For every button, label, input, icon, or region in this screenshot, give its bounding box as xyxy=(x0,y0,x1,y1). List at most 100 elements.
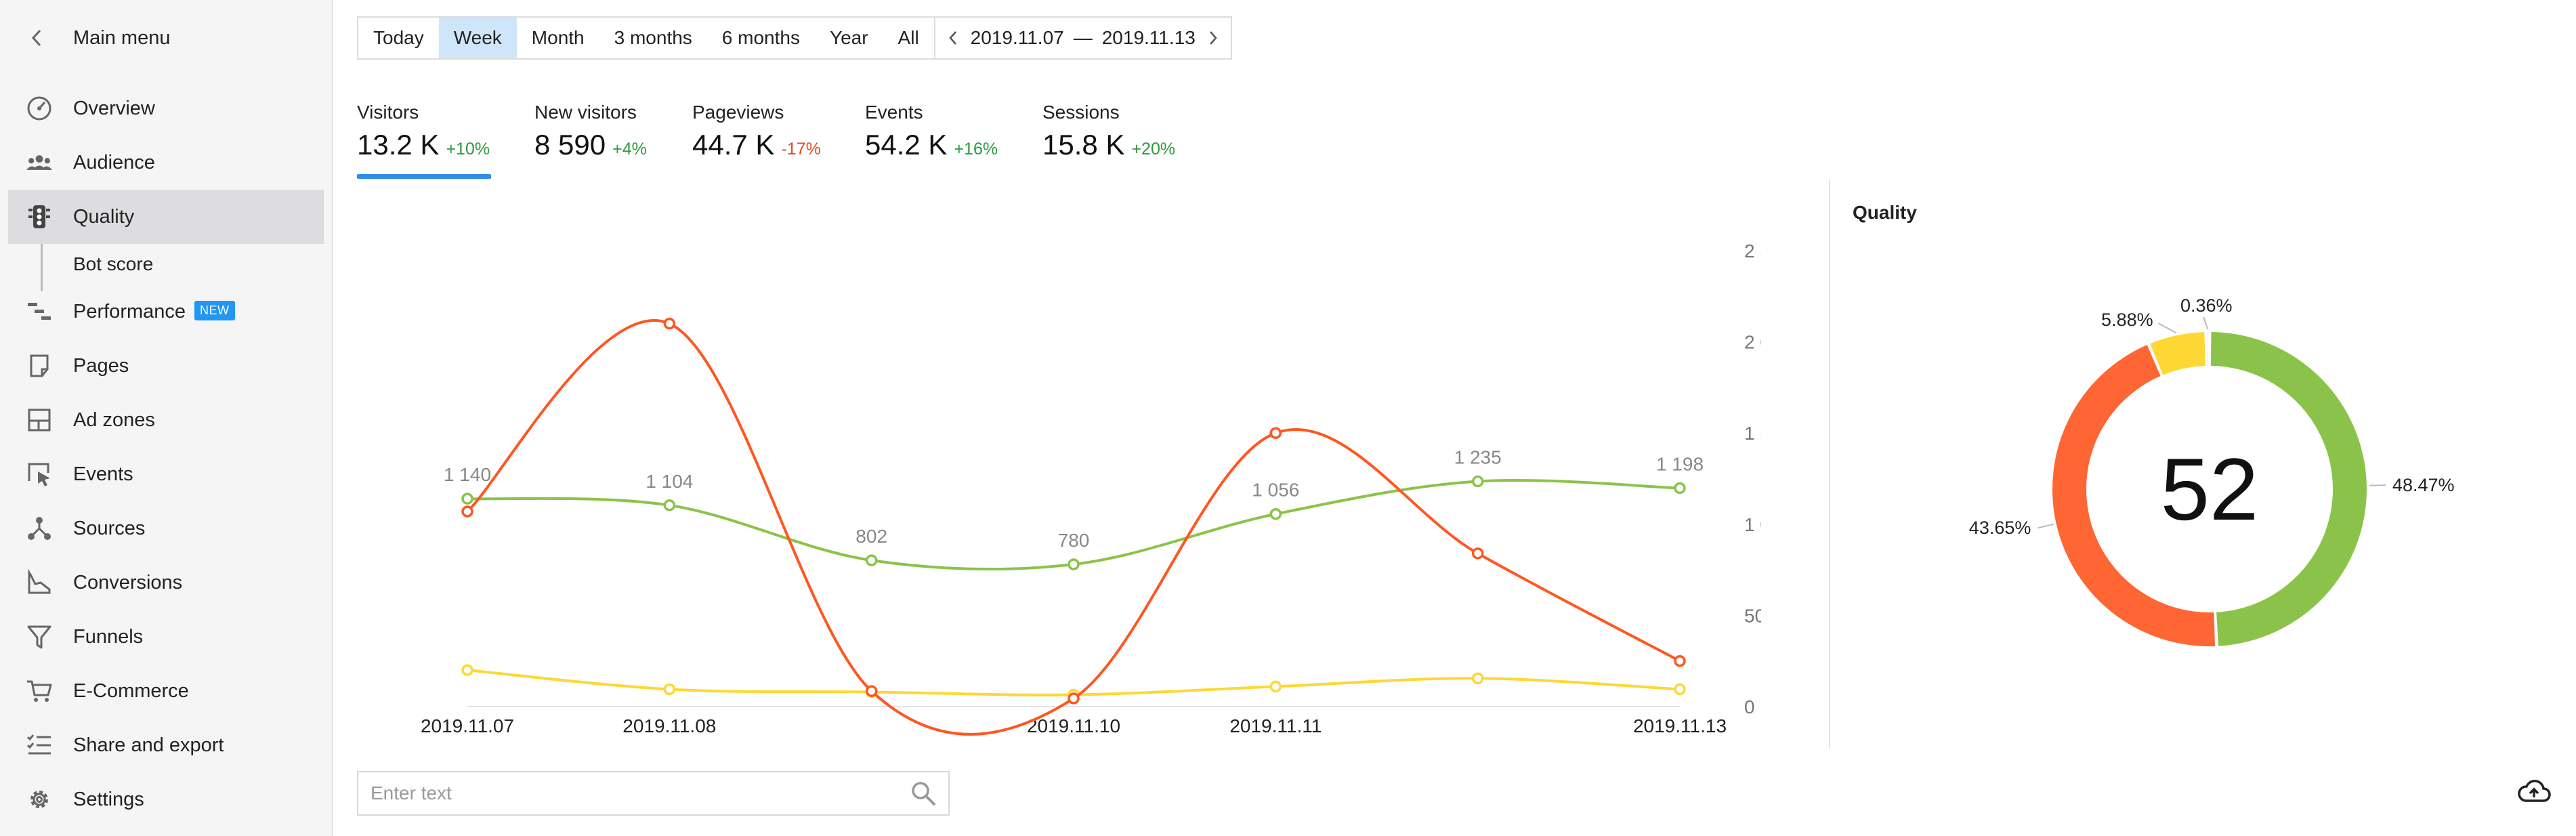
sidebar-item-settings[interactable]: Settings xyxy=(8,772,324,827)
metric-name: Events xyxy=(865,102,923,123)
leader-line xyxy=(2158,322,2177,334)
funnel-icon xyxy=(26,623,53,650)
sidebar-item-quality[interactable]: Quality xyxy=(8,190,324,244)
data-point xyxy=(1674,482,1686,495)
cloud-upload-icon[interactable] xyxy=(2516,778,2552,805)
sidebar-item-funnels[interactable]: Funnels xyxy=(8,610,324,664)
page-icon xyxy=(26,352,53,379)
y-tick-label: 500 xyxy=(1744,605,1761,626)
metric-value: 13.2 K xyxy=(357,129,440,161)
data-label: 1 140 xyxy=(444,464,491,485)
sidebar-item-label: Funnels xyxy=(73,625,144,648)
data-point xyxy=(865,554,878,566)
panel-divider xyxy=(1829,180,1830,749)
chevron-left-icon[interactable] xyxy=(945,30,961,46)
sidebar-item-label: Conversions xyxy=(73,571,183,593)
data-label: 1 235 xyxy=(1454,447,1502,468)
quality-score: 52 xyxy=(2161,440,2259,539)
search-input[interactable] xyxy=(358,772,906,814)
data-point xyxy=(1674,683,1686,696)
y-tick-label: 2 500 xyxy=(1744,241,1761,262)
sidebar-item-pages[interactable]: Pages xyxy=(8,339,324,393)
metric-delta: +16% xyxy=(954,140,998,159)
period-year-button[interactable]: Year xyxy=(829,27,868,48)
donut-slice xyxy=(2052,345,2216,646)
data-label: 1 104 xyxy=(646,471,693,492)
sidebar-item-ecommerce[interactable]: E-Commerce xyxy=(8,664,324,718)
data-point xyxy=(1068,558,1080,570)
metric-value: 44.7 K xyxy=(692,129,775,161)
sidebar-item-ad-zones[interactable]: Ad zones xyxy=(8,393,324,447)
sidebar-item-share-export[interactable]: Share and export xyxy=(8,718,324,772)
metric-name: Pageviews xyxy=(692,102,784,123)
y-tick-label: 1 500 xyxy=(1744,423,1761,444)
date-from[interactable]: 2019.11.07 xyxy=(970,27,1064,48)
x-tick-label: 2019.11.10 xyxy=(1027,715,1120,736)
sidebar-item-label: Events xyxy=(73,463,133,485)
quality-title: Quality xyxy=(1853,202,1917,223)
period-all-button[interactable]: All xyxy=(898,27,919,48)
period-week-button[interactable]: Week xyxy=(438,18,517,58)
sidebar-item-audience[interactable]: Audience xyxy=(8,135,324,190)
period-month-button[interactable]: Month xyxy=(531,27,585,48)
metric-new-visitors[interactable]: New visitors 8 590 +4% xyxy=(534,102,647,161)
sidebar-item-label: Pages xyxy=(73,354,129,377)
sidebar-item-label: Ad zones xyxy=(73,409,155,431)
data-point xyxy=(663,683,676,696)
search-icon[interactable] xyxy=(906,776,940,810)
sidebar-item-sources[interactable]: Sources xyxy=(8,501,324,556)
data-point xyxy=(663,317,676,330)
metric-delta: +10% xyxy=(446,140,490,159)
sidebar-item-overview[interactable]: Overview xyxy=(8,81,324,135)
conversion-icon xyxy=(26,569,53,596)
y-tick-label: 1 000 xyxy=(1744,514,1761,535)
period-3-months-button[interactable]: 3 months xyxy=(614,27,692,48)
period-6-months-button[interactable]: 6 months xyxy=(721,27,800,48)
quality-donut-chart: 48.47% 43.65% 5.88% 0.36% 52 xyxy=(1969,295,2455,646)
chevron-right-icon[interactable] xyxy=(1205,30,1221,46)
layout-icon xyxy=(26,406,53,434)
sidebar-subitem-bot-score[interactable]: Bot score xyxy=(8,244,324,291)
period-today-button[interactable]: Today xyxy=(373,27,424,48)
sidebar-subitem-label: Bot score xyxy=(73,253,154,274)
y-tick-label: 2 000 xyxy=(1744,332,1761,353)
y-tick-label: 0 xyxy=(1744,696,1755,717)
metric-value: 54.2 K xyxy=(865,129,948,161)
metric-sessions[interactable]: Sessions 15.8 K +20% xyxy=(1042,102,1175,161)
sidebar-item-conversions[interactable]: Conversions xyxy=(8,556,324,610)
leader-line xyxy=(2037,523,2054,529)
x-tick-label: 2019.11.11 xyxy=(1229,715,1322,736)
chevron-left-icon xyxy=(27,28,46,47)
metric-events[interactable]: Events 54.2 K +16% xyxy=(865,102,998,161)
series-line xyxy=(467,478,1681,571)
data-point xyxy=(663,499,676,511)
cart-icon xyxy=(26,677,53,705)
sidebar-item-events[interactable]: Events xyxy=(8,447,324,501)
metric-pageviews[interactable]: Pageviews 44.7 K -17% xyxy=(692,102,821,161)
sidebar-item-performance[interactable]: Performance NEW xyxy=(8,285,324,339)
traffic-light-icon xyxy=(26,203,53,230)
data-point xyxy=(1471,547,1484,560)
period-selector: Today Week Month 3 months 6 months Year … xyxy=(357,16,1232,60)
data-point xyxy=(461,664,473,676)
metric-name: Sessions xyxy=(1042,102,1120,123)
x-tick-label: 2019.11.07 xyxy=(421,715,514,736)
data-label: 1 056 xyxy=(1252,480,1299,501)
main-menu-button[interactable]: Main menu xyxy=(27,19,170,57)
metric-visitors[interactable]: Visitors 13.2 K +10% xyxy=(357,102,491,179)
sidebar-item-label: Sources xyxy=(73,517,146,539)
metric-name: New visitors xyxy=(534,102,637,123)
sidebar: Main menu Overview Audience Quality xyxy=(0,0,333,836)
data-point xyxy=(461,505,473,518)
data-point xyxy=(1068,692,1080,705)
sidebar-item-label: E-Commerce xyxy=(73,680,189,702)
main-menu-label: Main menu xyxy=(73,26,171,49)
checklist-icon xyxy=(26,732,53,759)
metric-value: 8 590 xyxy=(534,129,606,161)
donut-slice xyxy=(2150,332,2205,375)
waterfall-icon xyxy=(26,298,53,325)
date-to[interactable]: 2019.11.13 xyxy=(1101,27,1196,48)
slice-label: 5.88% xyxy=(2101,310,2153,330)
gauge-icon xyxy=(26,95,53,122)
donut-slice xyxy=(2210,332,2367,646)
